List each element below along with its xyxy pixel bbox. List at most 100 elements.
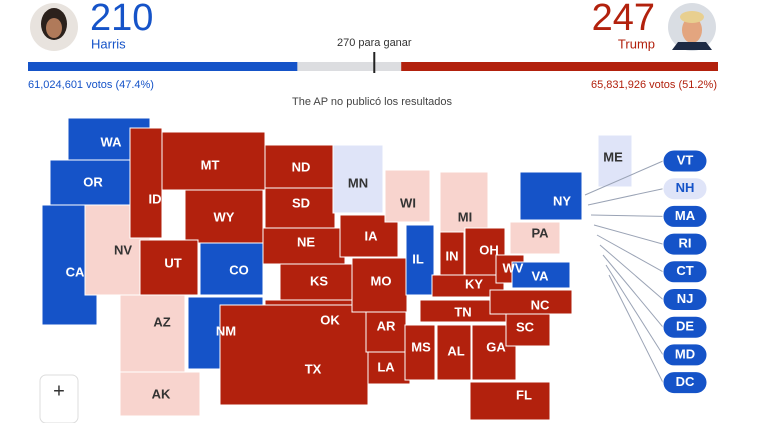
state-shape xyxy=(469,381,551,421)
trump-name: Trump xyxy=(618,36,655,51)
harris-name: Harris xyxy=(91,36,126,51)
callout-label: DE xyxy=(676,319,694,334)
state-shape xyxy=(279,263,359,301)
callout-label: DC xyxy=(676,374,695,389)
state-label: NM xyxy=(216,323,236,338)
state-label: IL xyxy=(412,251,424,266)
callout-label: MA xyxy=(675,208,696,223)
state-shape xyxy=(489,289,573,315)
trump-electoral-votes: 247 xyxy=(592,0,655,39)
state-shape xyxy=(365,311,407,353)
trump-photo xyxy=(668,3,716,51)
trump-bar xyxy=(401,62,718,71)
state-shape xyxy=(404,324,436,381)
state-shape xyxy=(332,144,384,214)
state-label: AZ xyxy=(153,314,170,329)
callout-line xyxy=(584,160,664,196)
state-label: WV xyxy=(503,260,524,275)
callout-badge xyxy=(662,149,708,173)
state-label: MT xyxy=(201,157,220,172)
state-label: KY xyxy=(465,276,483,291)
state-label: SC xyxy=(516,319,535,334)
state-label: PA xyxy=(531,225,549,240)
state-shape xyxy=(439,171,489,233)
callout-label: RI xyxy=(679,236,692,251)
callout-line xyxy=(587,188,664,206)
state-label: AR xyxy=(377,318,396,333)
callout-badge xyxy=(662,204,708,228)
callout-badge xyxy=(662,232,708,256)
notice: The AP no publicó los resultados xyxy=(292,96,453,108)
state-label: MN xyxy=(348,175,368,190)
state-shape xyxy=(505,313,551,347)
state-shape xyxy=(119,294,186,376)
state-label: TX xyxy=(305,361,322,376)
state-label: KS xyxy=(310,273,328,288)
state-label: OK xyxy=(320,312,340,327)
state-label: CO xyxy=(229,262,249,277)
state-label: ME xyxy=(603,149,623,164)
state-label: MS xyxy=(411,339,431,354)
state-label: VA xyxy=(531,268,549,283)
state-label: AL xyxy=(447,343,464,358)
state-shape xyxy=(161,131,266,191)
state-label: LA xyxy=(377,359,395,374)
callout-label: MD xyxy=(675,346,695,361)
harris-photo xyxy=(30,3,78,51)
callout-badge xyxy=(662,315,708,339)
state-label: OR xyxy=(83,174,103,189)
state-label: OH xyxy=(479,242,499,257)
state-label: WI xyxy=(400,195,416,210)
state-shape xyxy=(199,242,264,296)
state-label: SD xyxy=(292,195,310,210)
harris-electoral-votes: 210 xyxy=(90,0,153,39)
state-shape xyxy=(511,261,571,289)
state-shape xyxy=(219,304,369,406)
state-label: WY xyxy=(214,209,235,224)
callout-line xyxy=(590,214,664,217)
state-shape xyxy=(384,169,431,223)
state-label: NY xyxy=(553,193,571,208)
state-shape xyxy=(184,189,264,244)
callout-badge xyxy=(662,177,708,201)
state-label: CA xyxy=(66,264,85,279)
callout-badge xyxy=(662,343,708,367)
state-shape xyxy=(436,324,472,381)
state-shape xyxy=(351,257,408,313)
state-label: UT xyxy=(164,255,181,270)
state-shape xyxy=(262,227,346,265)
state-shape xyxy=(139,239,199,296)
state-shape xyxy=(129,127,163,239)
threshold-label: 270 para ganar xyxy=(337,37,412,49)
trump-votes: 65,831,926 votos (51.2%) xyxy=(591,79,717,91)
callout-badge xyxy=(662,260,708,284)
us-map: WA OR CA NV ID MT WY UT CO AZ NM ND SD NE KS OK TX MN IA MO… xyxy=(41,117,708,421)
state-shape xyxy=(431,274,505,298)
state-label: NC xyxy=(531,297,550,312)
state-label: MI xyxy=(458,209,472,224)
harris-bar xyxy=(28,62,298,71)
state-label: TN xyxy=(454,304,471,319)
state-shape xyxy=(367,351,411,385)
callout-line xyxy=(593,224,664,245)
state-label: ND xyxy=(292,159,311,174)
state-label: AK xyxy=(152,386,171,401)
callout-line xyxy=(596,234,664,273)
zoom-in[interactable]: + xyxy=(53,380,65,402)
state-shape xyxy=(509,221,561,255)
callout-line xyxy=(599,244,664,300)
callout-label: NJ xyxy=(677,291,694,306)
zoom-control[interactable] xyxy=(39,374,79,423)
callout-badge xyxy=(662,371,708,395)
state-shape xyxy=(264,144,334,189)
state-label: NE xyxy=(297,234,315,249)
state-label: FL xyxy=(516,387,532,402)
callout-badge xyxy=(662,288,708,311)
callout-label: CT xyxy=(676,263,693,278)
state-label: WA xyxy=(101,134,123,149)
callout-label: NH xyxy=(676,180,695,195)
state-label: ID xyxy=(149,191,162,206)
state-label: IN xyxy=(446,248,459,263)
state-label: GA xyxy=(486,339,506,354)
harris-votes: 61,024,601 votos (47.4%) xyxy=(28,79,154,91)
